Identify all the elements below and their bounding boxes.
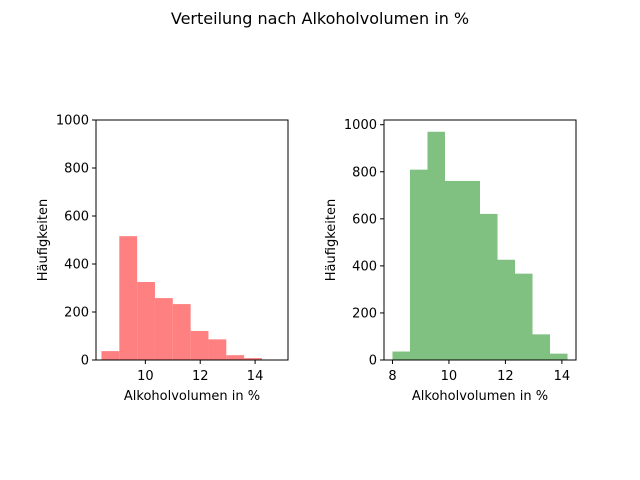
x-tick-label: 12 [192, 369, 209, 384]
x-tick-label: 10 [441, 369, 458, 384]
histogram-bar [208, 339, 227, 360]
histogram-bar [409, 169, 428, 360]
histogram-bar [444, 180, 463, 360]
histogram-bar [480, 213, 498, 360]
y-tick-label: 800 [64, 162, 89, 177]
histogram-bar [392, 351, 410, 360]
y-tick-label: 0 [369, 354, 377, 369]
x-tick-label: 14 [247, 369, 264, 384]
histogram-bar [119, 236, 138, 360]
histogram-bar [462, 180, 480, 360]
y-tick-label: 800 [352, 165, 377, 180]
histogram-bar [532, 334, 551, 360]
axes-frame [383, 119, 577, 361]
y-tick-label: 200 [64, 306, 89, 321]
histogram-bar [101, 351, 120, 360]
chart-panel-1: 10 12 14 0 200 400 600 800 1000 Alkoholvolumen in… [36, 114, 289, 404]
y-tick-label: 1000 [344, 118, 377, 133]
chart-panel-2: 8 10 12 14 0 200 400 600 800 1000 Alkoholvolumen i… [324, 118, 577, 404]
y-tick-label: 200 [352, 306, 377, 321]
histogram-bar [497, 259, 516, 360]
y-tick-label: 600 [64, 210, 89, 225]
x-tick-label: 14 [554, 369, 571, 384]
y-tick-label: 0 [81, 354, 89, 369]
axes-frame [95, 119, 289, 361]
histogram-bar [427, 131, 445, 360]
x-tick-label: 8 [388, 369, 396, 384]
histogram-bar [226, 355, 245, 360]
histogram-bar [190, 330, 209, 360]
histogram-bar [172, 304, 191, 360]
figure-title: Verteilung nach Alkoholvolumen in % [171, 9, 469, 28]
histogram-bar [515, 273, 533, 360]
x-tick-label: 12 [497, 369, 514, 384]
y-tick-label: 600 [352, 212, 377, 227]
y-axis-label: Häufigkeiten [36, 199, 51, 281]
histogram-bar [137, 282, 155, 360]
x-axis-label: Alkoholvolumen in % [412, 389, 548, 404]
y-tick-label: 400 [64, 258, 89, 273]
histogram-bar [244, 358, 262, 360]
x-axis-label: Alkoholvolumen in % [124, 389, 260, 404]
y-tick-label: 1000 [56, 114, 89, 129]
y-axis-label: Häufigkeiten [324, 199, 339, 281]
x-tick-label: 10 [137, 369, 154, 384]
y-tick-label: 400 [352, 259, 377, 274]
histogram-bar [550, 353, 568, 360]
histogram-bar [154, 298, 173, 360]
